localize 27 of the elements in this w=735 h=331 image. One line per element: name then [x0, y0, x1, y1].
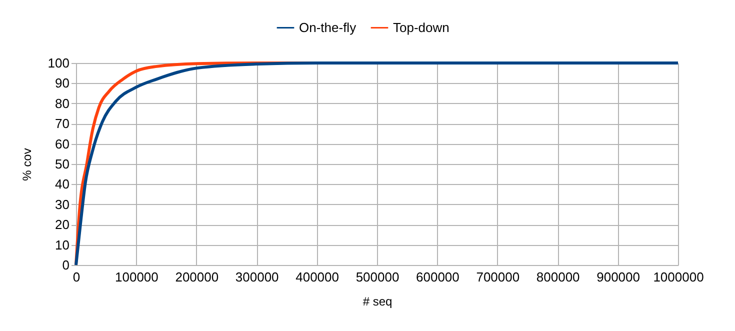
y-tick-label: 60	[55, 136, 70, 152]
legend-label: On-the-fly	[299, 20, 357, 35]
y-tick-label: 10	[55, 237, 70, 252]
y-tick-label: 50	[55, 156, 70, 172]
y-tick-label: 100	[48, 56, 70, 70]
y-axis-title: % cov	[20, 148, 34, 181]
x-tick-label: 800000	[536, 270, 580, 284]
y-tick-label: 70	[55, 116, 70, 132]
x-tick-label: 300000	[235, 270, 279, 284]
x-tick-label: 0	[72, 270, 80, 284]
y-tick-label: 20	[55, 217, 70, 232]
x-axis-title: # seq	[362, 294, 392, 308]
x-tick-label: 200000	[175, 270, 219, 284]
x-tick-label: 700000	[476, 270, 520, 284]
y-tick-label: 0	[62, 258, 70, 272]
legend-label: Top-down	[393, 20, 450, 35]
x-tick-label: 600000	[416, 270, 460, 284]
x-tick-label: 1000000	[653, 270, 704, 284]
y-tick-label: 80	[55, 96, 70, 111]
y-tick-label: 40	[55, 176, 70, 192]
x-tick-label: 500000	[356, 270, 400, 284]
x-tick-label: 100000	[115, 270, 158, 284]
x-tick-label: 900000	[596, 270, 640, 284]
x-tick-label: 400000	[296, 270, 339, 284]
y-tick-label: 30	[55, 196, 70, 212]
y-tick-label: 90	[55, 76, 70, 91]
line-series	[74, 62, 680, 266]
